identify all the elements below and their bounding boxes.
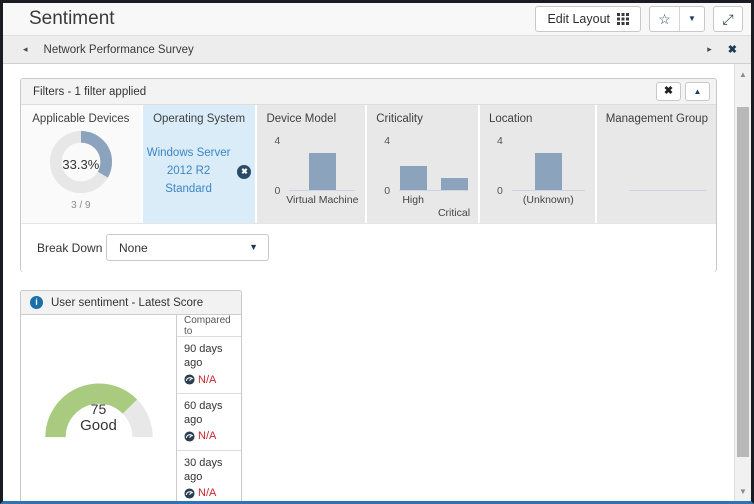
favorite-dropdown-button[interactable]: ▼ <box>679 7 704 31</box>
chevron-down-icon: ▼ <box>249 242 258 252</box>
collapse-filters-button[interactable]: ▲ <box>685 82 710 101</box>
compare-row-90-days: 90 days ago N/A <box>177 337 241 394</box>
gauge-icon <box>184 431 195 442</box>
filters-title: Filters - 1 filter applied <box>33 85 147 98</box>
breakdown-label: Break Down By <box>37 241 120 255</box>
card-operating-system: Operating System Windows Server 2012 R2 … <box>142 105 256 223</box>
gauge-score: 75 <box>90 401 107 417</box>
page-title: Sentiment <box>29 8 115 29</box>
user-sentiment-body: 75 Good Compared to 90 days ago N/A 60 d… <box>21 315 241 501</box>
clear-filters-icon: ✖ <box>663 85 674 97</box>
axis-max-label: 4 <box>384 135 391 147</box>
card-title: Criticality <box>376 113 423 125</box>
compare-period: 90 days ago <box>184 343 223 370</box>
filters-header-buttons: ✖ ▲ <box>656 82 710 101</box>
axis-min-label: 0 <box>384 185 391 197</box>
gauge-status: Good <box>80 417 117 434</box>
grid-icon <box>617 13 629 25</box>
card-management-group: Management Group <box>596 105 716 223</box>
gauge-icon <box>184 374 195 385</box>
axis-max-label: 4 <box>274 135 281 147</box>
donut-ratio-label: 3 / 9 <box>71 200 91 211</box>
management-group-chart[interactable] <box>597 129 716 223</box>
device-model-chart[interactable]: 4 0 Virtual Machine <box>257 129 365 223</box>
compare-score: N/A <box>198 487 217 500</box>
bar-(Unknown)[interactable]: (Unknown) <box>523 141 574 206</box>
vertical-scrollbar[interactable]: ▲ ▼ <box>734 64 751 501</box>
prev-view-icon[interactable]: ◂ <box>23 44 28 54</box>
diagonal-resize-icon: ⤢ <box>722 11 734 27</box>
edit-layout-button[interactable]: Edit Layout <box>535 6 641 32</box>
card-location: Location 4 0 (Unknown) <box>479 105 595 223</box>
criticality-chart[interactable]: 4 0 High Critical <box>367 129 478 223</box>
filters-panel: Filters - 1 filter applied ✖ ▲ Applicabl… <box>20 78 717 272</box>
breakdown-select[interactable]: None ▼ <box>106 234 269 261</box>
scroll-up-icon[interactable]: ▲ <box>739 69 747 79</box>
axis-max-label: 4 <box>497 135 503 147</box>
bar-High[interactable]: High <box>399 141 427 206</box>
card-criticality: Criticality 4 0 High Critical <box>367 105 478 223</box>
breakdown-row: Break Down By None ▼ <box>21 223 716 272</box>
card-device-model: Device Model 4 0 Virtual Machine <box>257 105 366 223</box>
card-applicable-devices: Applicable Devices 33.3% 3 / 9 <box>21 105 141 223</box>
toolbar: Edit Layout ☆ ▼ ⤢ <box>535 6 743 32</box>
filter-cards-row: Applicable Devices 33.3% 3 / 9 Operating… <box>21 105 716 223</box>
scrollbar-thumb[interactable] <box>737 107 749 457</box>
compare-score: N/A <box>198 373 217 386</box>
management-group-plot <box>628 141 706 191</box>
card-title: Management Group <box>605 113 708 125</box>
compare-score: N/A <box>198 430 217 443</box>
user-sentiment-header: i User sentiment - Latest Score <box>21 291 241 315</box>
location-plot: (Unknown) <box>511 141 585 206</box>
applied-filter-value[interactable]: Windows Server 2012 R2 Standard <box>146 147 231 195</box>
view-title: Network Performance Survey <box>43 43 194 56</box>
location-chart[interactable]: 4 0 (Unknown) <box>480 129 595 223</box>
star-icon: ☆ <box>658 11 671 27</box>
filters-header: Filters - 1 filter applied ✖ ▲ <box>21 79 716 105</box>
card-title: Location <box>488 113 533 125</box>
nav-right-controls: ▸ ✖ <box>707 43 737 56</box>
sentiment-gauge: 75 Good <box>21 315 176 501</box>
card-title: Device Model <box>266 113 337 125</box>
applied-filter-chip: Windows Server 2012 R2 Standard ✖ <box>143 145 256 198</box>
gauge-arc <box>43 383 155 441</box>
axis-min-label: 0 <box>274 185 281 197</box>
user-sentiment-panel: i User sentiment - Latest Score 75 Good … <box>20 290 242 501</box>
compare-period: 60 days ago <box>184 399 223 427</box>
next-view-icon[interactable]: ▸ <box>707 44 712 54</box>
compare-row-60-days: 60 days ago N/A <box>177 394 241 451</box>
compare-period: 30 days ago <box>184 456 223 484</box>
bar-Virtual Machine[interactable]: Virtual Machine <box>286 141 358 206</box>
remove-filter-icon[interactable]: ✖ <box>237 164 252 179</box>
applicable-devices-donut: 33.3% <box>49 130 113 199</box>
user-sentiment-title: User sentiment - Latest Score <box>51 296 204 309</box>
star-button[interactable]: ☆ <box>650 7 679 31</box>
clear-filters-button[interactable]: ✖ <box>656 82 681 101</box>
content-area: Filters - 1 filter applied ✖ ▲ Applicabl… <box>3 64 751 501</box>
title-bar: Sentiment Edit Layout ☆ ▼ ⤢ <box>3 3 751 36</box>
criticality-plot: High Critical <box>399 141 470 219</box>
info-icon[interactable]: i <box>30 296 43 309</box>
compare-row-30-days: 30 days ago N/A <box>177 451 241 501</box>
edit-layout-label: Edit Layout <box>547 12 610 26</box>
card-title: Applicable Devices <box>32 113 130 125</box>
chevron-down-icon: ▼ <box>688 14 696 23</box>
bar-Critical[interactable]: Critical <box>438 141 470 219</box>
gauge-icon <box>184 488 195 499</box>
compare-column: Compared to 90 days ago N/A 60 days ago … <box>176 315 241 501</box>
favorite-button-group: ☆ ▼ <box>649 6 705 32</box>
scroll-down-icon[interactable]: ▼ <box>739 486 747 496</box>
card-title: Operating System <box>153 113 246 125</box>
breakdown-selected-value: None <box>119 240 148 255</box>
expand-button[interactable]: ⤢ <box>713 6 743 32</box>
chevron-up-icon: ▲ <box>693 86 702 96</box>
view-nav-bar: ◂ Network Performance Survey ▸ ✖ <box>3 36 751 64</box>
device-model-plot: Virtual Machine <box>286 141 358 206</box>
compare-header: Compared to <box>177 315 241 337</box>
close-view-icon[interactable]: ✖ <box>727 44 737 56</box>
axis-min-label: 0 <box>497 185 503 197</box>
donut-percent-label: 33.3% <box>62 157 100 172</box>
